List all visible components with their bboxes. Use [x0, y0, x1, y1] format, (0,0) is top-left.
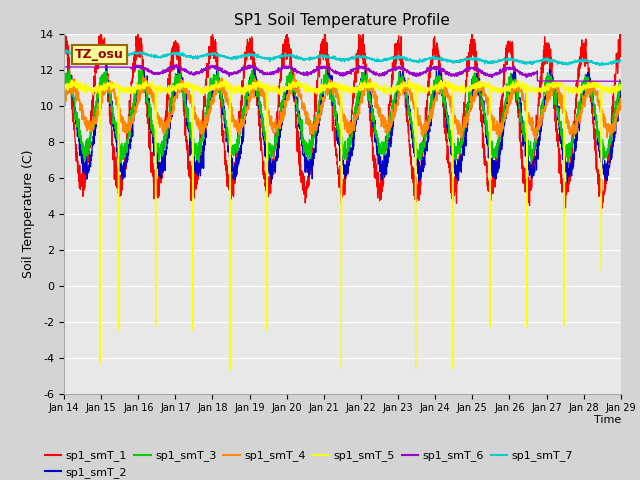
sp1_smT_7 [606, 60, 614, 66]
sp1_smT_6 [173, 61, 180, 67]
Line: sp1_smT_3: sp1_smT_3 [64, 68, 621, 164]
sp1_smT_4 [291, 71, 298, 76]
sp1_smT_5 [606, 89, 614, 95]
sp1_smT_5 [124, 88, 131, 94]
sp1_smT_3 [322, 65, 330, 71]
Y-axis label: Soil Temperature (C): Soil Temperature (C) [22, 149, 35, 278]
sp1_smT_6 [606, 78, 614, 84]
Line: sp1_smT_2: sp1_smT_2 [64, 65, 621, 183]
sp1_smT_1 [61, 24, 68, 30]
sp1_smT_6 [298, 70, 306, 76]
sp1_smT_5 [617, 85, 625, 91]
sp1_smT_6 [274, 66, 282, 72]
sp1_smT_6 [157, 71, 164, 76]
Line: sp1_smT_5: sp1_smT_5 [64, 79, 621, 370]
sp1_smT_1 [617, 46, 625, 51]
sp1_smT_3 [124, 139, 131, 144]
sp1_smT_7 [274, 53, 282, 59]
sp1_smT_3 [617, 79, 625, 85]
sp1_smT_7 [63, 48, 70, 53]
sp1_smT_1 [606, 124, 614, 130]
sp1_smT_7 [124, 52, 132, 58]
Title: SP1 Soil Temperature Profile: SP1 Soil Temperature Profile [234, 13, 451, 28]
sp1_smT_5 [60, 83, 68, 89]
sp1_smT_3 [606, 142, 614, 147]
sp1_smT_2 [103, 62, 111, 68]
sp1_smT_1 [124, 136, 132, 142]
sp1_smT_2 [60, 76, 68, 82]
sp1_smT_6 [124, 64, 131, 70]
sp1_smT_7 [546, 59, 554, 65]
sp1_smT_5 [157, 87, 164, 93]
sp1_smT_2 [268, 180, 275, 186]
sp1_smT_4 [274, 123, 282, 129]
sp1_smT_2 [298, 143, 306, 149]
sp1_smT_2 [617, 85, 625, 91]
sp1_smT_1 [60, 27, 68, 33]
sp1_smT_5 [226, 367, 234, 373]
sp1_smT_3 [274, 130, 282, 135]
sp1_smT_4 [606, 124, 614, 130]
sp1_smT_1 [274, 122, 282, 128]
Text: Time: Time [593, 415, 621, 425]
sp1_smT_4 [157, 117, 164, 122]
sp1_smT_2 [124, 157, 132, 163]
sp1_smT_2 [606, 160, 614, 166]
Text: TZ_osu: TZ_osu [75, 48, 124, 61]
sp1_smT_4 [124, 123, 131, 129]
sp1_smT_1 [546, 69, 554, 74]
sp1_smT_6 [546, 78, 554, 84]
sp1_smT_3 [157, 141, 164, 147]
sp1_smT_3 [547, 75, 554, 81]
sp1_smT_3 [60, 71, 68, 76]
sp1_smT_3 [527, 161, 535, 167]
sp1_smT_7 [596, 62, 604, 68]
sp1_smT_1 [298, 178, 306, 184]
sp1_smT_6 [60, 64, 68, 70]
sp1_smT_2 [274, 155, 282, 161]
Legend: sp1_smT_1, sp1_smT_2, sp1_smT_3, sp1_smT_4, sp1_smT_5, sp1_smT_6, sp1_smT_7: sp1_smT_1, sp1_smT_2, sp1_smT_3, sp1_smT… [40, 446, 578, 480]
Line: sp1_smT_1: sp1_smT_1 [64, 27, 621, 208]
sp1_smT_4 [547, 96, 554, 102]
sp1_smT_5 [298, 84, 306, 90]
sp1_smT_5 [221, 76, 229, 82]
sp1_smT_2 [547, 81, 554, 87]
sp1_smT_5 [547, 83, 554, 89]
sp1_smT_7 [60, 48, 68, 54]
sp1_smT_4 [298, 106, 306, 112]
sp1_smT_4 [532, 137, 540, 143]
sp1_smT_4 [60, 91, 68, 96]
Line: sp1_smT_6: sp1_smT_6 [64, 64, 621, 81]
sp1_smT_7 [157, 54, 164, 60]
sp1_smT_1 [157, 176, 164, 181]
Line: sp1_smT_7: sp1_smT_7 [64, 50, 621, 65]
sp1_smT_1 [560, 205, 568, 211]
sp1_smT_7 [298, 55, 306, 61]
sp1_smT_2 [157, 163, 164, 168]
sp1_smT_7 [617, 57, 625, 63]
Line: sp1_smT_4: sp1_smT_4 [64, 73, 621, 140]
sp1_smT_6 [617, 78, 625, 84]
sp1_smT_4 [617, 98, 625, 104]
sp1_smT_3 [298, 129, 305, 134]
sp1_smT_5 [274, 85, 282, 91]
